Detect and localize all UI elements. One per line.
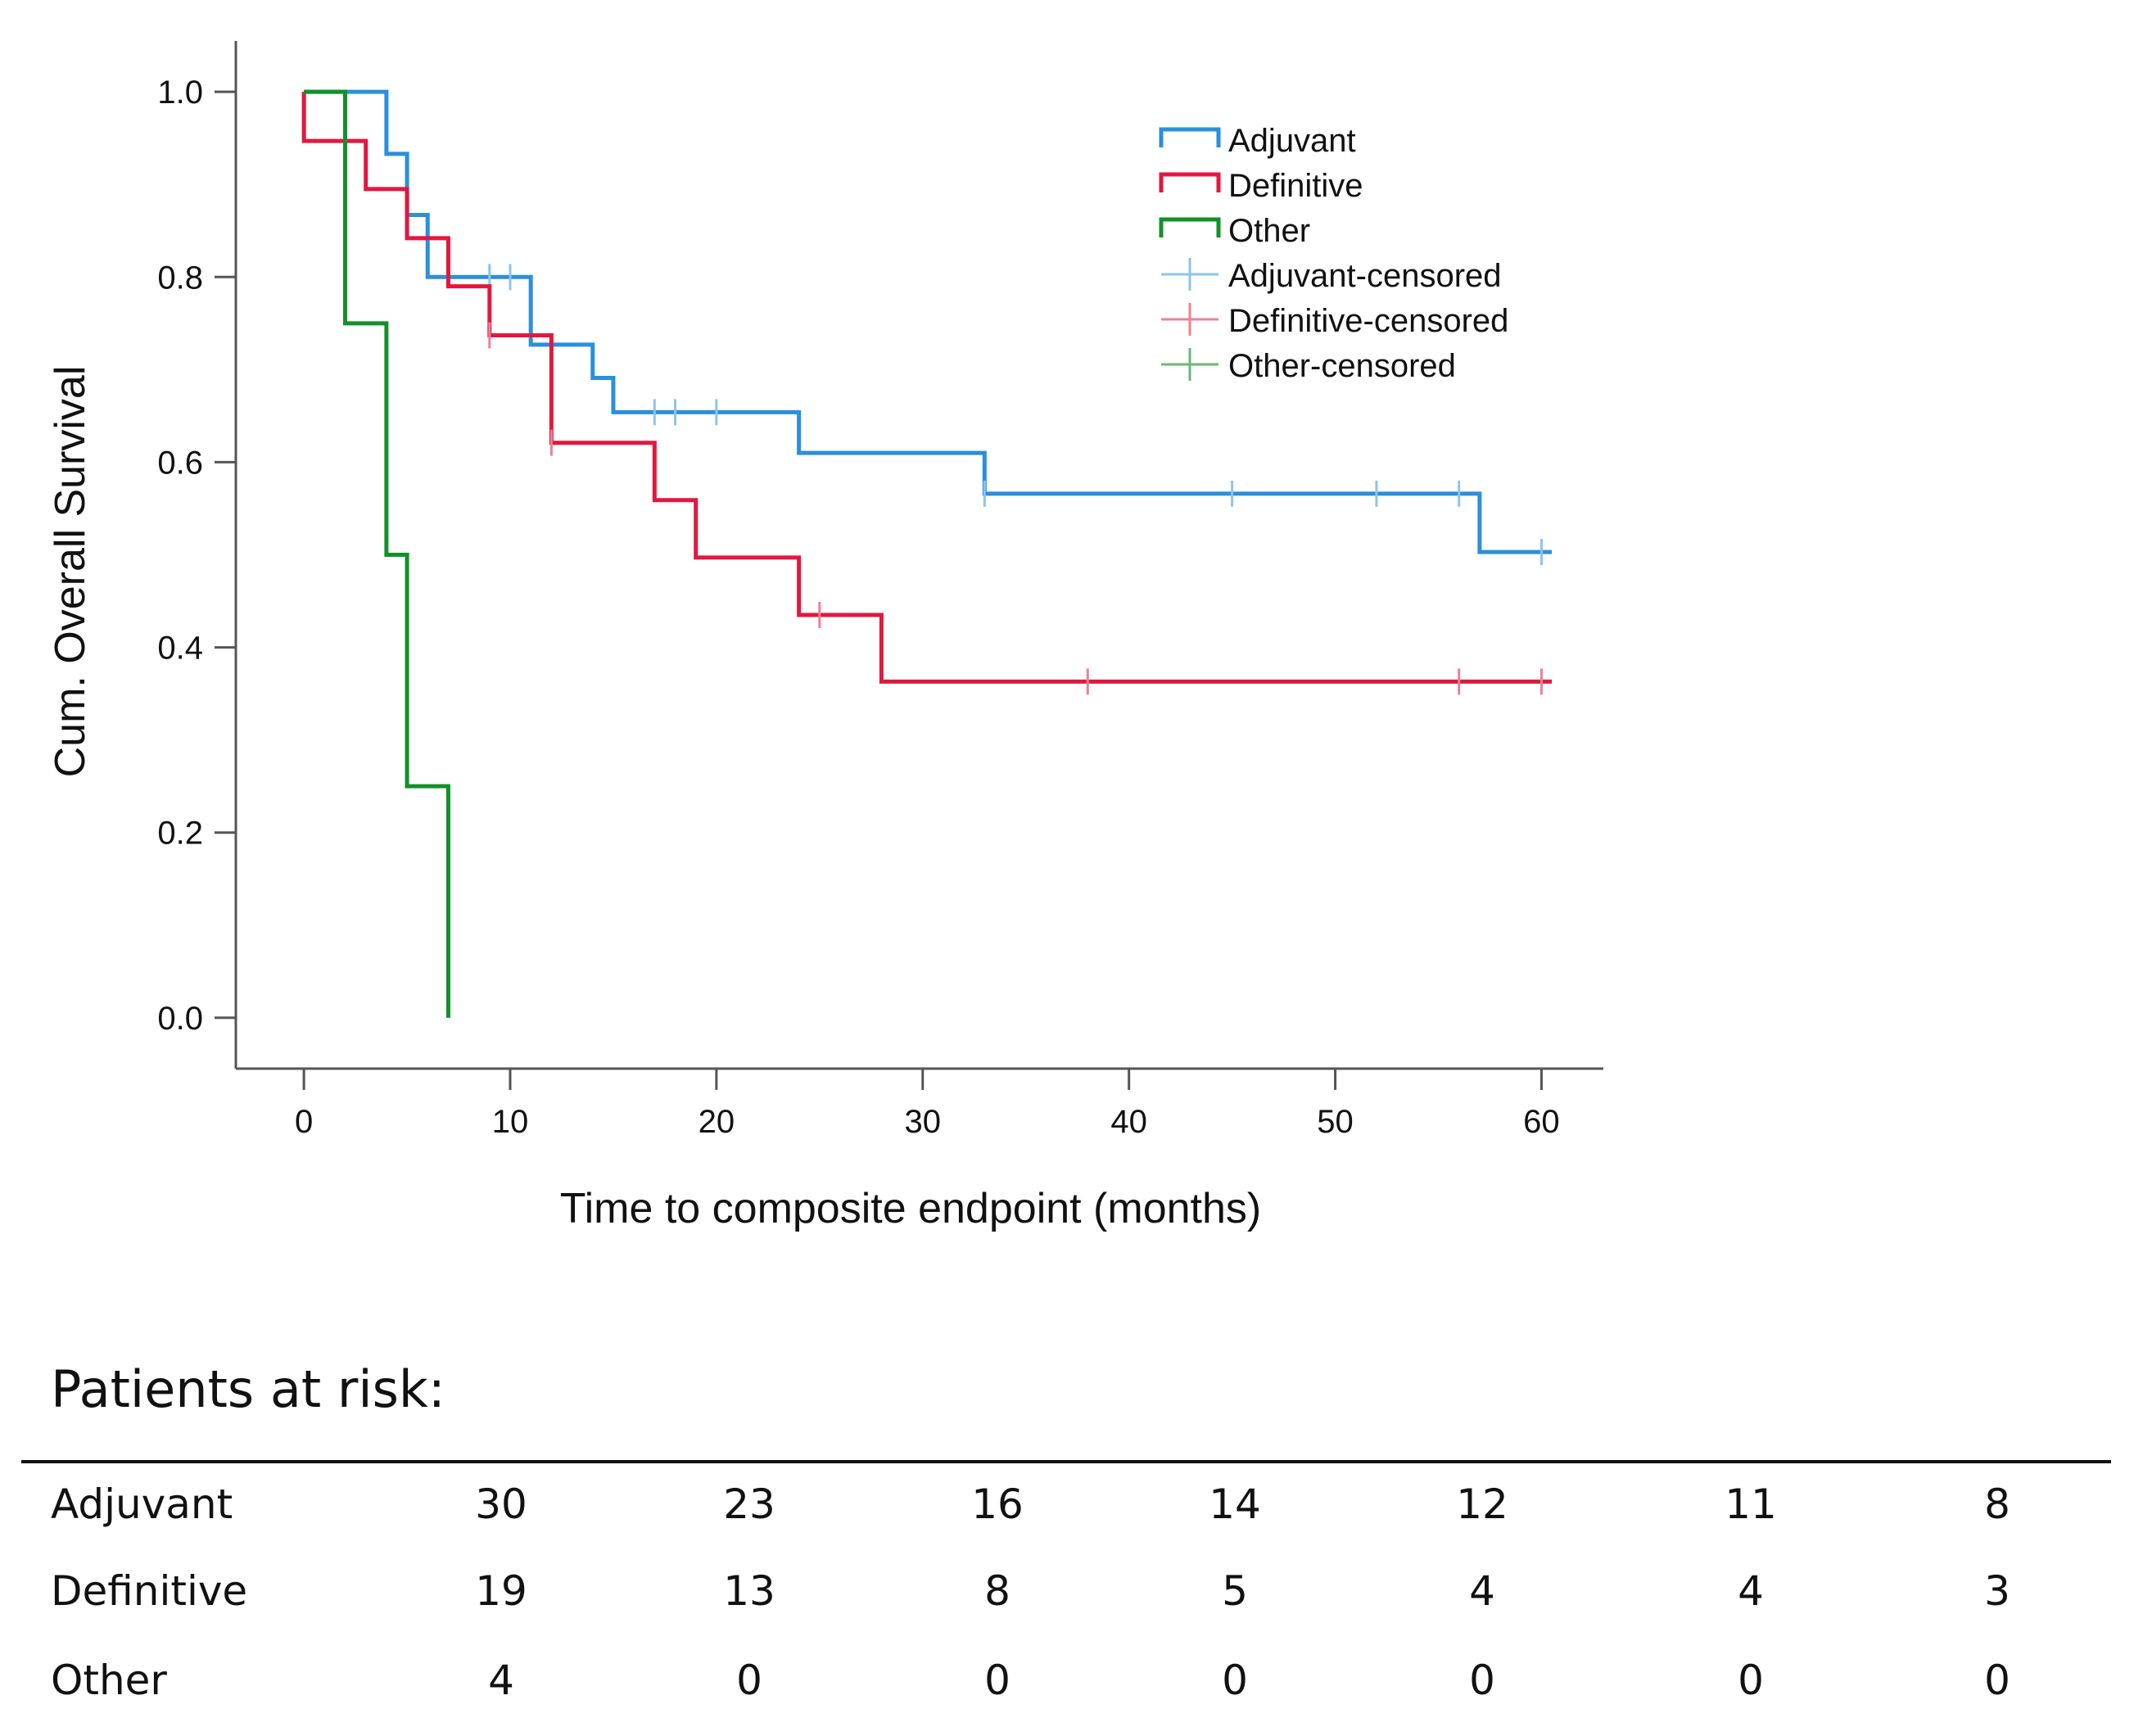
x-tick-label: 50 <box>1317 1104 1354 1140</box>
legend-label: Adjuvant-censored <box>1228 258 1502 294</box>
risk-cell: 0 <box>1738 1657 1764 1704</box>
x-tick-label: 10 <box>492 1104 529 1140</box>
risk-cell: 11 <box>1725 1481 1777 1528</box>
risk-row-label: Adjuvant <box>51 1481 233 1528</box>
risk-cell: 19 <box>475 1567 527 1615</box>
y-tick-label: 0.2 <box>157 816 203 852</box>
y-tick-label: 0.4 <box>157 631 203 667</box>
risk-cell: 0 <box>1222 1657 1248 1704</box>
risk-cell: 8 <box>984 1567 1010 1615</box>
x-axis-label: Time to composite endpoint (months) <box>560 1185 1261 1232</box>
risk-table-title: Patients at risk: <box>51 1359 445 1419</box>
risk-cell: 4 <box>1469 1567 1495 1615</box>
series-layer <box>301 89 1553 1018</box>
x-tick-label: 20 <box>699 1104 735 1140</box>
x-tick-label: 40 <box>1110 1104 1147 1140</box>
risk-row-adjuvant: Adjuvant 30 23 16 14 12 11 8 <box>0 1476 2134 1533</box>
legend: Adjuvant Definitive Other Adjuvant-censored… <box>1159 123 1508 384</box>
risk-cell: 5 <box>1222 1567 1248 1615</box>
risk-table-divider <box>21 1460 2111 1463</box>
risk-cell: 12 <box>1456 1481 1508 1528</box>
y-axis-label: Cum. Overall Survival <box>47 366 94 778</box>
legend-label: Other-censored <box>1228 348 1456 384</box>
y-tick-label: 0.6 <box>157 445 203 481</box>
legend-label: Adjuvant <box>1228 123 1356 159</box>
series-other-curve <box>304 89 450 1018</box>
risk-cell: 30 <box>475 1481 527 1528</box>
legend-swatch <box>1159 127 1221 147</box>
risk-cell: 0 <box>736 1657 762 1704</box>
risk-cell: 23 <box>723 1481 775 1528</box>
x-tick-label: 60 <box>1523 1104 1560 1140</box>
x-tick-label: 30 <box>905 1104 942 1140</box>
risk-row-label: Definitive <box>51 1567 248 1615</box>
risk-cell: 3 <box>1984 1567 2010 1615</box>
risk-cell: 4 <box>1738 1567 1764 1615</box>
risk-row-definitive: Definitive 19 13 8 5 4 4 3 <box>0 1562 2134 1620</box>
legend-label: Definitive <box>1228 168 1363 204</box>
risk-cell: 16 <box>971 1481 1024 1528</box>
legend-swatch <box>1159 217 1221 237</box>
risk-cell: 0 <box>984 1657 1010 1704</box>
legend-swatch <box>1159 172 1221 192</box>
y-tick-label: 0.8 <box>157 260 203 296</box>
risk-cell: 0 <box>1469 1657 1495 1704</box>
y-tick-label: 1.0 <box>157 75 203 111</box>
risk-cell: 0 <box>1984 1657 2010 1704</box>
risk-cell: 8 <box>1984 1481 2010 1528</box>
y-tick-label: 0.0 <box>157 1001 203 1037</box>
legend-label: Other <box>1228 213 1310 249</box>
survival-chart: 0.0 0.2 0.4 0.6 0.8 1.0 0 10 20 30 40 50 60 Adjuvant… <box>47 41 1603 1232</box>
risk-cell: 14 <box>1209 1481 1261 1528</box>
axes: 0.0 0.2 0.4 0.6 0.8 1.0 0 10 20 30 40 50 60 <box>157 41 1603 1140</box>
risk-cell: 4 <box>488 1657 514 1704</box>
legend-label: Definitive-censored <box>1228 303 1508 339</box>
risk-row-other: Other 4 0 0 0 0 0 0 <box>0 1652 2134 1709</box>
x-tick-label: 0 <box>295 1104 313 1140</box>
risk-cell: 13 <box>723 1567 775 1615</box>
chart-svg: 0.0 0.2 0.4 0.6 0.8 1.0 0 10 20 30 40 50 60 Adjuvant… <box>47 41 1603 1232</box>
series-definitive-curve <box>301 92 1553 684</box>
risk-row-label: Other <box>51 1657 167 1704</box>
